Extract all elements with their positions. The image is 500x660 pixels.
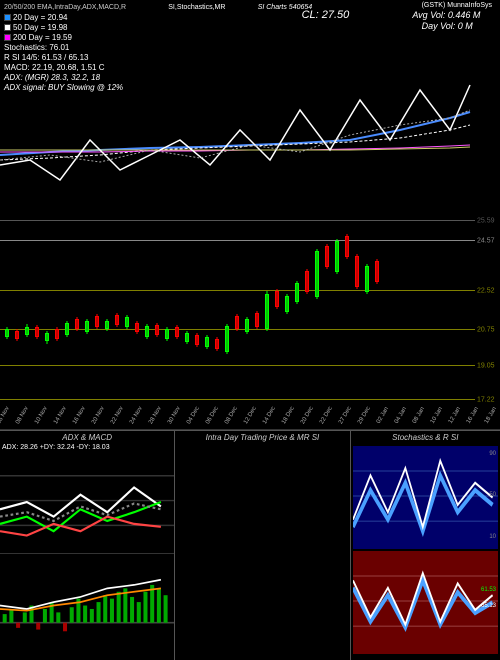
candlestick-area: 25.5924.5722.5220.7519.0517.22 <box>0 210 475 409</box>
ema20-swatch <box>4 14 11 21</box>
adx-header: ADX: 28.26 +DY: 32.24 -DY: 18.03 <box>2 444 110 451</box>
macd-subpanel <box>0 554 174 657</box>
adx-macd-panel: ADX & MACD ADX: 28.26 +DY: 32.24 -DY: 18… <box>0 431 175 660</box>
rsi-label: R SI 14/5: 61.53 / 65.13 <box>4 53 496 63</box>
ema50-label: 50 Day = 19.98 <box>13 23 67 32</box>
dayvol-label: Day Vol: 0 M <box>422 21 492 31</box>
stoch-mark-90: 90 <box>489 451 496 457</box>
ema200-swatch <box>4 34 11 41</box>
chart-header: 20/50/200 EMA,IntraDay,ADX,MACD,R SI,Sto… <box>0 0 500 70</box>
bottom-panels: ADX & MACD ADX: 28.26 +DY: 32.24 -DY: 18… <box>0 430 500 660</box>
stoch-top: 90 50 10 <box>353 446 498 549</box>
rsi-val1: 61.53 <box>481 587 496 593</box>
stoch-mark-50: 50 <box>489 492 496 498</box>
title-right: (GSTK) MunnaInfoSys <box>422 2 492 9</box>
intra-panel-title: Intra Day Trading Price & MR SI <box>175 431 349 444</box>
stoch-bot: 61.53 65.13 <box>353 551 498 654</box>
stoch-panel-title: Stochastics & R SI <box>351 431 500 444</box>
rsi-val2: 65.13 <box>481 603 496 609</box>
intraday-panel: Intra Day Trading Price & MR SI <box>175 431 350 660</box>
ema-lines-area <box>0 70 475 210</box>
title-left: 20/50/200 EMA,IntraDay,ADX,MACD,R <box>4 4 126 11</box>
adx-panel-title: ADX & MACD <box>0 431 174 444</box>
close-label: CL: 27.50 <box>302 9 350 21</box>
avgvol-label: Avg Vol: 0.446 M <box>412 10 480 20</box>
stochastics-panel: Stochastics & R SI 90 50 10 61.53 65.13 <box>351 431 500 660</box>
adx-subpanel <box>0 451 174 554</box>
main-chart: 25.5924.5722.5220.7519.0517.22 <box>0 70 500 430</box>
x-axis: 06 Nov08 Nov10 Nov14 Nov16 Nov20 Nov22 N… <box>0 409 475 429</box>
ema20-label: 20 Day = 20.94 <box>13 13 67 22</box>
title-mid1: SI,Stochastics,MR <box>168 4 225 11</box>
ema50-swatch <box>4 24 11 31</box>
stoch-mark-10: 10 <box>489 534 496 540</box>
stochastics-label: Stochastics: 76.01 <box>4 43 496 53</box>
ema-svg <box>0 70 475 210</box>
ema200-label: 200 Day = 19.59 <box>13 33 72 42</box>
